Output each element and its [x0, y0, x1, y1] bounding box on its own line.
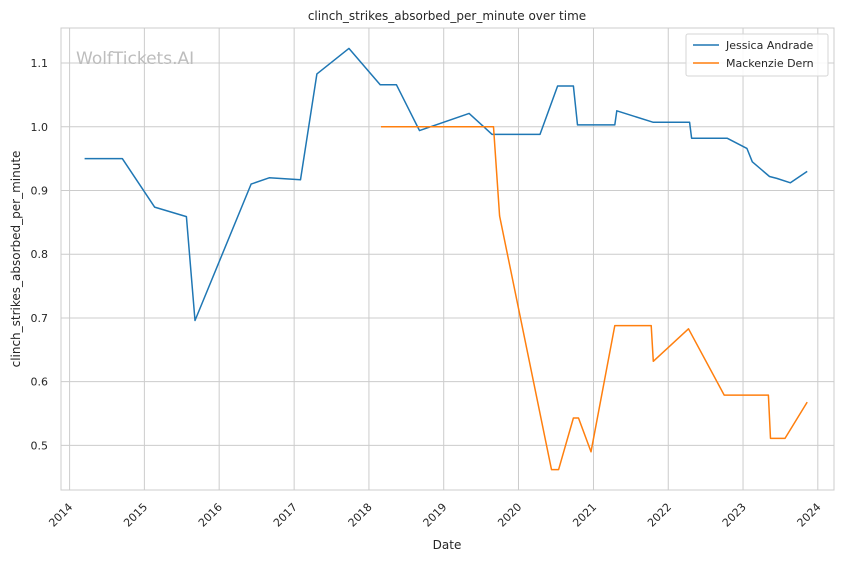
y-tick-label: 1.1 — [31, 57, 49, 70]
y-tick-label: 0.8 — [31, 248, 49, 261]
y-tick-label: 0.7 — [31, 312, 49, 325]
y-tick-label: 0.6 — [31, 376, 49, 389]
plot-area — [60, 27, 835, 491]
x-axis-title: Date — [433, 538, 462, 552]
legend-box — [685, 33, 829, 77]
x-tick-label: 2018 — [346, 501, 375, 530]
y-axis-ticks: 0.5 0.6 0.7 0.8 0.9 1.0 1.1 — [31, 57, 49, 452]
legend-label-jessica-andrade: Jessica Andrade — [725, 39, 814, 52]
x-tick-label: 2016 — [196, 501, 225, 530]
legend-label-mackenzie-dern: Mackenzie Dern — [726, 57, 814, 70]
x-axis-ticks: 2014 2015 2016 2017 2018 2019 2020 2021 2022 2023… — [46, 501, 823, 530]
x-tick-label: 2022 — [645, 501, 674, 530]
x-tick-label: 2020 — [495, 501, 524, 530]
y-tick-label: 0.9 — [31, 184, 49, 197]
series-lines — [84, 47, 808, 471]
x-tick-label: 2015 — [121, 501, 150, 530]
y-tick-label: 1.0 — [31, 121, 49, 134]
y-axis-title: clinch_strikes_absorbed_per_minute — [9, 151, 23, 368]
x-tick-label: 2017 — [271, 501, 300, 530]
series-line-jessica-andrade — [84, 47, 808, 322]
y-tick-label: 0.5 — [31, 439, 49, 452]
series-line-mackenzie-dern — [381, 126, 808, 471]
watermark: WolfTickets.AI — [76, 49, 194, 69]
x-tick-label: 2019 — [420, 501, 449, 530]
x-tick-label: 2014 — [46, 501, 75, 530]
legend: Jessica Andrade Mackenzie Dern — [685, 33, 829, 77]
x-tick-label: 2021 — [570, 501, 599, 530]
x-tick-label: 2023 — [720, 501, 749, 530]
chart-title: clinch_strikes_absorbed_per_minute over … — [308, 9, 586, 23]
x-tick-label: 2024 — [795, 501, 824, 530]
